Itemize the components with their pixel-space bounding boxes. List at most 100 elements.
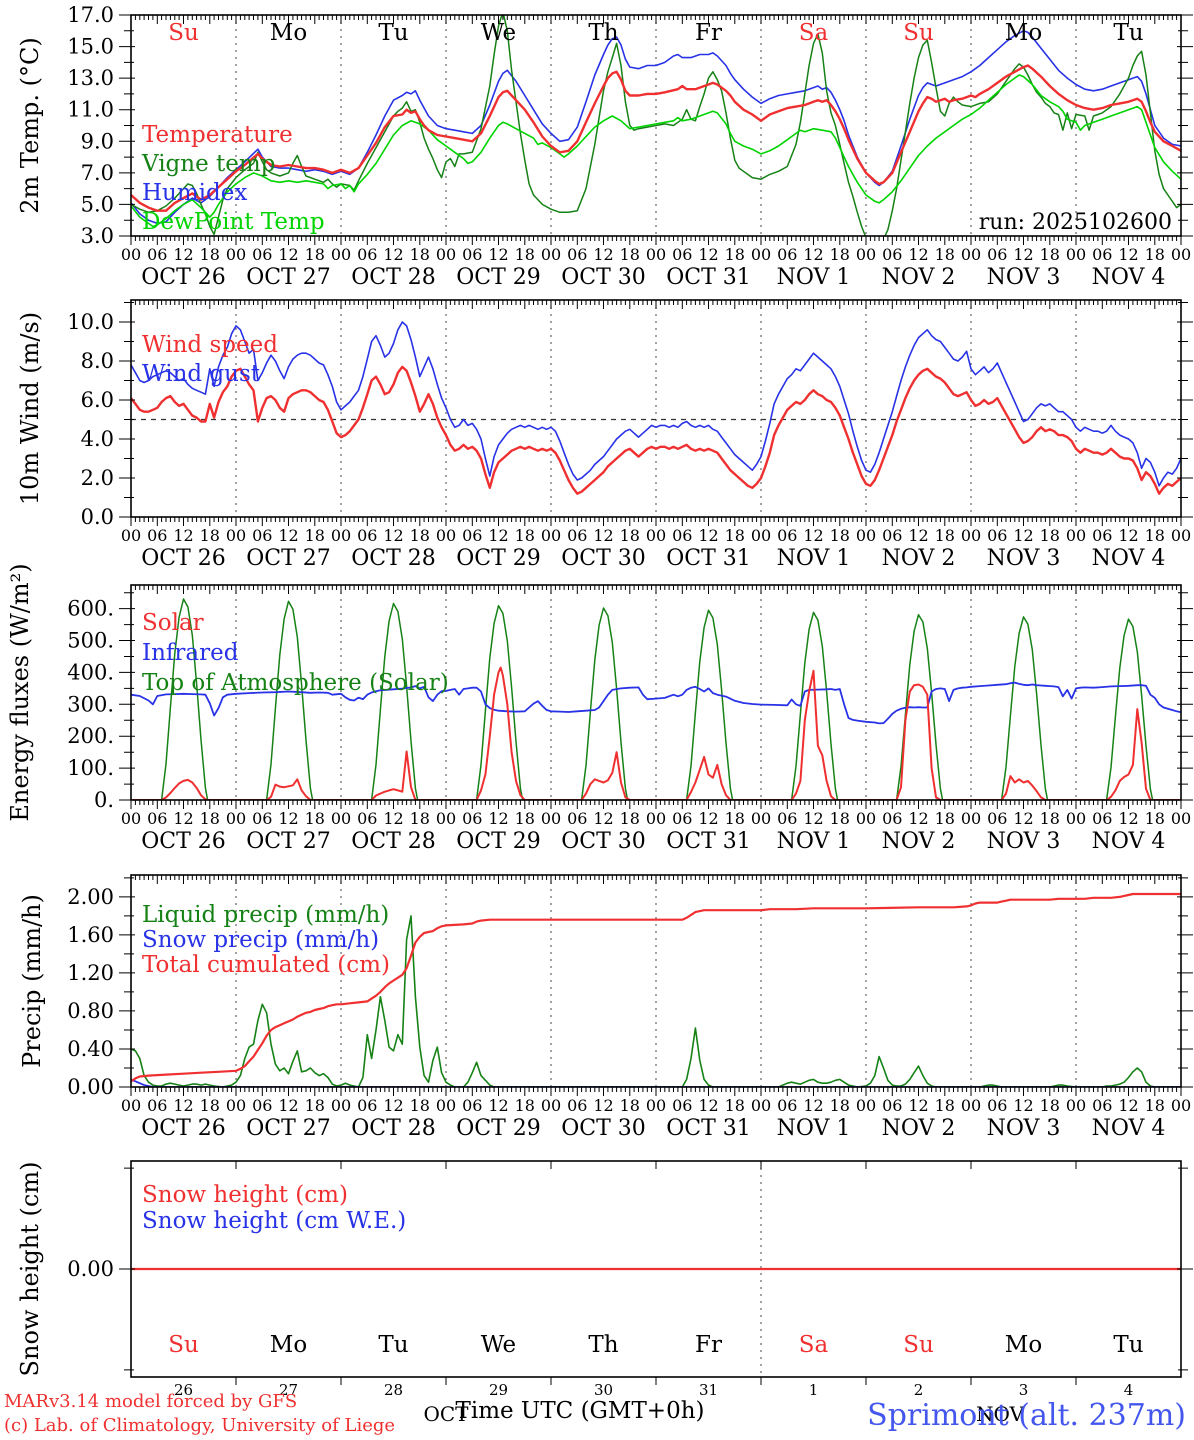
svg-text:NOV 4: NOV 4	[1092, 265, 1166, 290]
svg-text:12: 12	[383, 1096, 403, 1115]
svg-text:06: 06	[252, 245, 272, 264]
svg-text:12: 12	[803, 809, 823, 828]
day-name-oct-28: Tu	[378, 1332, 408, 1358]
svg-text:0.80: 0.80	[67, 999, 114, 1023]
panel-wind-series	[131, 321, 1181, 495]
panel-precip-ytick-labels: 0.00 0.40 0.80 1.20 1.60 2.00	[67, 885, 114, 1099]
svg-text:2.00: 2.00	[67, 885, 114, 909]
svg-text:5.0: 5.0	[81, 192, 114, 216]
svg-text:6.0: 6.0	[81, 388, 114, 412]
svg-text:NOV 3: NOV 3	[987, 829, 1061, 854]
svg-text:18: 18	[410, 245, 430, 264]
svg-text:00: 00	[1066, 809, 1086, 828]
svg-text:00: 00	[541, 809, 561, 828]
svg-text:00: 00	[961, 809, 981, 828]
svg-text:OCT 26: OCT 26	[141, 265, 226, 290]
panel-temp-legend: Temperature Vigne temp Humidex DewPoint Tem…	[141, 122, 325, 235]
month-label-oct: OCT	[423, 1402, 469, 1426]
svg-text:18: 18	[515, 809, 535, 828]
day-name-nov-1: Sa	[799, 20, 829, 46]
svg-text:06: 06	[987, 1096, 1007, 1115]
legend-wind-speed: Wind speed	[142, 332, 278, 358]
legend-wind-gust: Wind gust	[142, 361, 261, 387]
panel-energy-hour-labels: 00 06 12 18 00 06 12 18 00 06 12 18 00 06 12 18 00 06 12 18…	[121, 809, 1191, 828]
svg-text:00: 00	[961, 1096, 981, 1115]
series-vigne-temp	[131, 15, 1181, 236]
legend-humidex: Humidex	[142, 180, 247, 206]
svg-text:12: 12	[908, 245, 928, 264]
svg-text:00: 00	[331, 809, 351, 828]
day-name-oct-30: Th	[588, 1332, 618, 1358]
svg-text:06: 06	[777, 809, 797, 828]
svg-text:OCT 28: OCT 28	[351, 1116, 436, 1141]
svg-text:06: 06	[882, 526, 902, 545]
svg-text:NOV 1: NOV 1	[777, 265, 851, 290]
svg-text:06: 06	[882, 809, 902, 828]
svg-text:00: 00	[1066, 245, 1086, 264]
svg-text:18: 18	[830, 526, 850, 545]
day-name-oct-26: Su	[168, 1332, 199, 1358]
svg-text:00: 00	[856, 1096, 876, 1115]
svg-text:18: 18	[1145, 526, 1165, 545]
month-label-nov: NOV	[976, 1402, 1025, 1426]
svg-text:06: 06	[777, 245, 797, 264]
svg-text:06: 06	[672, 245, 692, 264]
svg-text:NOV 3: NOV 3	[987, 546, 1061, 571]
svg-text:OCT 29: OCT 29	[456, 1116, 541, 1141]
panel-temp-series	[131, 15, 1181, 236]
panel-wind-ytick-labels: 0.0 2.0 4.0 6.0 8.0 10.0	[67, 310, 114, 529]
svg-text:OCT 27: OCT 27	[246, 1116, 331, 1141]
panel-wind-day-gridlines	[235, 300, 1077, 517]
svg-text:00: 00	[1171, 526, 1191, 545]
svg-text:06: 06	[567, 526, 587, 545]
legend-snow-height-cm-w-e: Snow height (cm W.E.)	[142, 1208, 406, 1234]
svg-text:NOV 1: NOV 1	[777, 546, 851, 571]
svg-text:12: 12	[173, 809, 193, 828]
svg-text:00: 00	[436, 809, 456, 828]
svg-text:18: 18	[305, 245, 325, 264]
svg-text:30: 30	[594, 1381, 613, 1399]
svg-text:18: 18	[725, 526, 745, 545]
svg-text:18: 18	[935, 809, 955, 828]
svg-text:18: 18	[200, 1096, 220, 1115]
svg-text:OCT 30: OCT 30	[561, 829, 646, 854]
svg-text:1.20: 1.20	[67, 961, 114, 985]
svg-text:12: 12	[1118, 526, 1138, 545]
svg-text:12: 12	[1013, 526, 1033, 545]
svg-text:06: 06	[1092, 809, 1112, 828]
svg-text:18: 18	[1145, 245, 1165, 264]
day-name-oct-31: Fr	[695, 1332, 722, 1358]
svg-text:00: 00	[121, 526, 141, 545]
svg-text:00: 00	[331, 245, 351, 264]
panel-precip-series	[131, 892, 1181, 1087]
svg-text:06: 06	[462, 245, 482, 264]
svg-text:00: 00	[751, 809, 771, 828]
svg-text:18: 18	[1040, 245, 1060, 264]
svg-text:OCT 26: OCT 26	[141, 1116, 226, 1141]
svg-text:NOV 2: NOV 2	[882, 829, 956, 854]
legend-solar: Solar	[142, 610, 204, 636]
panel-wind-legend: Wind speed Wind gust	[142, 332, 278, 387]
panel-wind: 0.0 2.0 4.0 6.0 8.0 10.0 10m Wind (m/s) Wind sp…	[16, 299, 1193, 571]
svg-text:18: 18	[620, 245, 640, 264]
svg-text:18: 18	[305, 526, 325, 545]
day-name-oct-29: We	[481, 20, 516, 46]
panel-temp-date-labels: OCT 26 OCT 27 OCT 28 OCT 29 OCT 30 OCT 31 NOV …	[141, 265, 1165, 290]
svg-text:18: 18	[725, 809, 745, 828]
svg-text:06: 06	[567, 245, 587, 264]
svg-text:06: 06	[147, 526, 167, 545]
svg-text:00: 00	[541, 245, 561, 264]
series-dewpoint-temp	[131, 74, 1181, 228]
svg-text:12: 12	[1118, 809, 1138, 828]
svg-text:00: 00	[961, 245, 981, 264]
svg-text:06: 06	[357, 1096, 377, 1115]
svg-text:18: 18	[935, 1096, 955, 1115]
svg-text:0.0: 0.0	[81, 505, 114, 529]
legend-vigne-temp: Vigne temp	[141, 151, 275, 177]
svg-text:1: 1	[809, 1381, 819, 1399]
svg-text:18: 18	[1145, 1096, 1165, 1115]
legend-dewpoint-temp: DewPoint Temp	[142, 209, 325, 235]
svg-text:OCT 31: OCT 31	[666, 829, 751, 854]
svg-text:2.0: 2.0	[81, 466, 114, 490]
svg-text:18: 18	[620, 809, 640, 828]
